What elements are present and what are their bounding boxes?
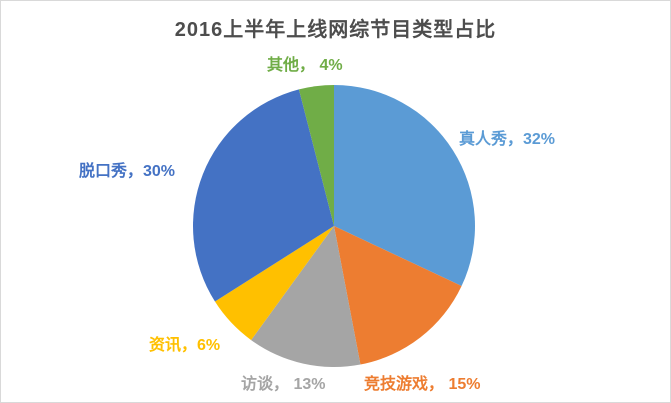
data-label-reality-show: 真人秀，32% — [459, 131, 556, 148]
pie-slice-0 — [334, 85, 475, 287]
pie-slice-4 — [193, 89, 334, 302]
data-label-interview: 访谈， 13% — [241, 376, 326, 393]
chart-title: 2016上半年上线网综节目类型占比 — [174, 19, 497, 41]
pie-slice-1 — [334, 226, 462, 365]
pie-slice-2 — [251, 226, 361, 367]
data-label-talk-show: 脱口秀，30% — [79, 163, 176, 180]
pie-slice-5 — [298, 85, 334, 226]
data-label-news: 资讯，6% — [149, 337, 221, 354]
data-label-other: 其他， 4% — [267, 57, 343, 74]
data-label-competitive-game: 竞技游戏， 15% — [364, 376, 481, 393]
pie-slice-3 — [214, 226, 334, 341]
